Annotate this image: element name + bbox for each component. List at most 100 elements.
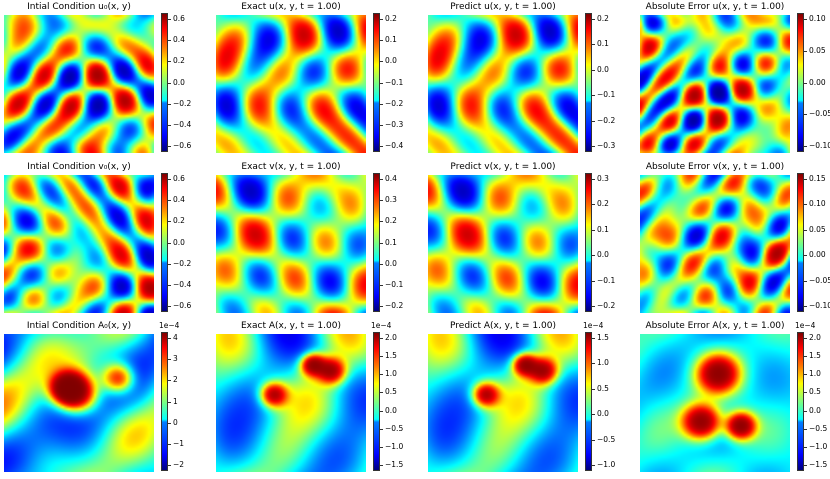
colorbar <box>373 332 380 471</box>
colorbar-tick-label: 0.0 <box>385 405 397 415</box>
colorbar-tick-mark <box>592 388 595 390</box>
colorbar <box>797 173 804 312</box>
colorbar-tick-label: −0.2 <box>173 98 192 108</box>
colorbar-tick-label: −0.1 <box>385 279 404 289</box>
heatmap <box>216 175 366 313</box>
colorbar-tick-label: 0.0 <box>597 250 609 260</box>
colorbar-tick-mark <box>804 114 807 116</box>
heatmap <box>428 15 578 153</box>
colorbar-tick-label: −0.4 <box>173 279 192 289</box>
colorbar-tick-label: 0.6 <box>173 174 185 183</box>
colorbar-tick-label: 3 <box>173 354 178 364</box>
colorbar-tick-mark <box>168 146 171 147</box>
colorbar-tick-mark <box>380 124 383 126</box>
panel-title: Absolute Error v(x, y, t = 1.00) <box>645 162 785 172</box>
colorbar-tick-label: 0.4 <box>173 195 185 205</box>
colorbar-tick-label: −0.6 <box>173 141 192 150</box>
heatmap <box>640 334 790 472</box>
colorbar-tick-mark <box>168 359 171 360</box>
colorbar <box>585 332 592 471</box>
colorbar-tick-label: 0.0 <box>597 64 609 74</box>
colorbar-tick-label: −2 <box>173 460 185 469</box>
colorbar-tick-label: −0.4 <box>385 141 404 150</box>
colorbar-tick-mark <box>168 40 171 41</box>
colorbar-tick-mark <box>592 465 595 466</box>
panel-title: Intial Condition u₀(x, y) <box>27 2 131 12</box>
colorbar-tick-label: 1.0 <box>597 358 609 368</box>
colorbar-tick-mark <box>380 146 383 147</box>
colorbar-tick-label: −1.0 <box>385 441 404 451</box>
colorbar-tick-label: −0.6 <box>173 301 192 310</box>
colorbar-tick-mark <box>168 61 171 63</box>
colorbar-tick-mark <box>168 465 171 466</box>
colorbar-tick-mark <box>168 19 171 20</box>
colorbar-tick-mark <box>380 263 383 265</box>
colorbar-tick-label: 1 <box>173 396 178 406</box>
colorbar-tick-mark <box>592 179 595 180</box>
panel-title: Exact A(x, y, t = 1.00) <box>241 321 341 331</box>
colorbar-tick-mark <box>380 242 383 244</box>
colorbar-tick-label: 0.2 <box>597 14 609 23</box>
colorbar-tick-label: −0.2 <box>385 98 404 108</box>
colorbar-tick-label: −0.3 <box>385 119 404 129</box>
heatmap <box>4 175 154 313</box>
colorbar-tick-mark <box>380 392 383 394</box>
colorbar-tick-mark <box>380 200 383 201</box>
colorbar-tick-label: −0.3 <box>597 141 616 150</box>
colorbar-tick-mark <box>592 255 595 256</box>
panel-title: Intial Condition v₀(x, y) <box>27 162 131 172</box>
colorbar-tick-label: 0.0 <box>385 258 397 268</box>
colorbar-tick-label: 0.2 <box>385 216 397 226</box>
colorbar-tick-mark <box>168 338 171 339</box>
colorbar-tick-label: 0 <box>173 417 178 427</box>
panel-title: Predict A(x, y, t = 1.00) <box>450 321 556 331</box>
heatmap <box>216 15 366 153</box>
heatmap <box>428 175 578 313</box>
heatmap <box>4 15 154 153</box>
colorbar-tick-mark <box>804 19 807 20</box>
colorbar-tick-label: −0.2 <box>385 301 404 310</box>
colorbar-tick-label: 0.10 <box>809 199 826 209</box>
colorbar-tick-label: −0.1 <box>385 77 404 87</box>
panel-title: Absolute Error A(x, y, t = 1.00) <box>645 321 785 331</box>
panel-title: Exact u(x, y, t = 1.00) <box>241 2 341 12</box>
colorbar-tick-mark <box>168 306 171 307</box>
colorbar-exponent: 1e−4 <box>583 321 604 330</box>
colorbar-tick-mark <box>592 306 595 307</box>
colorbar-tick-mark <box>804 255 807 256</box>
colorbar-tick-label: 0.10 <box>809 14 826 23</box>
colorbar-tick-mark <box>380 61 383 63</box>
panel-title: Predict u(x, y, t = 1.00) <box>450 2 556 12</box>
colorbar-tick-label: −0.5 <box>809 423 828 433</box>
colorbar-tick-label: −0.5 <box>385 423 404 433</box>
colorbar-tick-mark <box>804 306 807 307</box>
colorbar-tick-mark <box>804 338 807 339</box>
colorbar-exponent: 1e−4 <box>795 321 816 330</box>
colorbar-tick-mark <box>168 263 171 265</box>
colorbar-tick-mark <box>168 179 171 180</box>
colorbar-tick-mark <box>804 374 807 376</box>
colorbar-tick-mark <box>592 19 595 20</box>
colorbar-tick-label: 0.2 <box>597 199 609 209</box>
colorbar-tick-label: 0.0 <box>809 405 821 415</box>
colorbar-tick-label: 0.2 <box>173 216 185 226</box>
colorbar-tick-mark <box>168 422 171 424</box>
colorbar-tick-label: 1.0 <box>385 369 397 379</box>
colorbar-tick-label: 0.3 <box>385 195 397 205</box>
colorbar-tick-mark <box>592 439 595 441</box>
colorbar-tick-mark <box>168 221 171 223</box>
colorbar-tick-label: 2 <box>173 375 178 385</box>
colorbar-tick-label: 0.05 <box>809 45 826 55</box>
colorbar-tick-label: 1.5 <box>809 351 821 361</box>
colorbar-exponent: 1e−4 <box>371 321 392 330</box>
colorbar-tick-label: 0.0 <box>597 409 609 419</box>
colorbar-tick-mark <box>168 200 171 201</box>
colorbar-tick-label: −0.1 <box>597 275 616 285</box>
colorbar-tick-mark <box>168 82 171 84</box>
colorbar-tick-label: 0.3 <box>597 174 609 183</box>
colorbar-tick-label: −1 <box>173 438 185 448</box>
colorbar-tick-mark <box>380 82 383 84</box>
colorbar-tick-mark <box>592 363 595 365</box>
colorbar-tick-label: 0.5 <box>597 383 609 393</box>
colorbar-tick-mark <box>380 338 383 339</box>
